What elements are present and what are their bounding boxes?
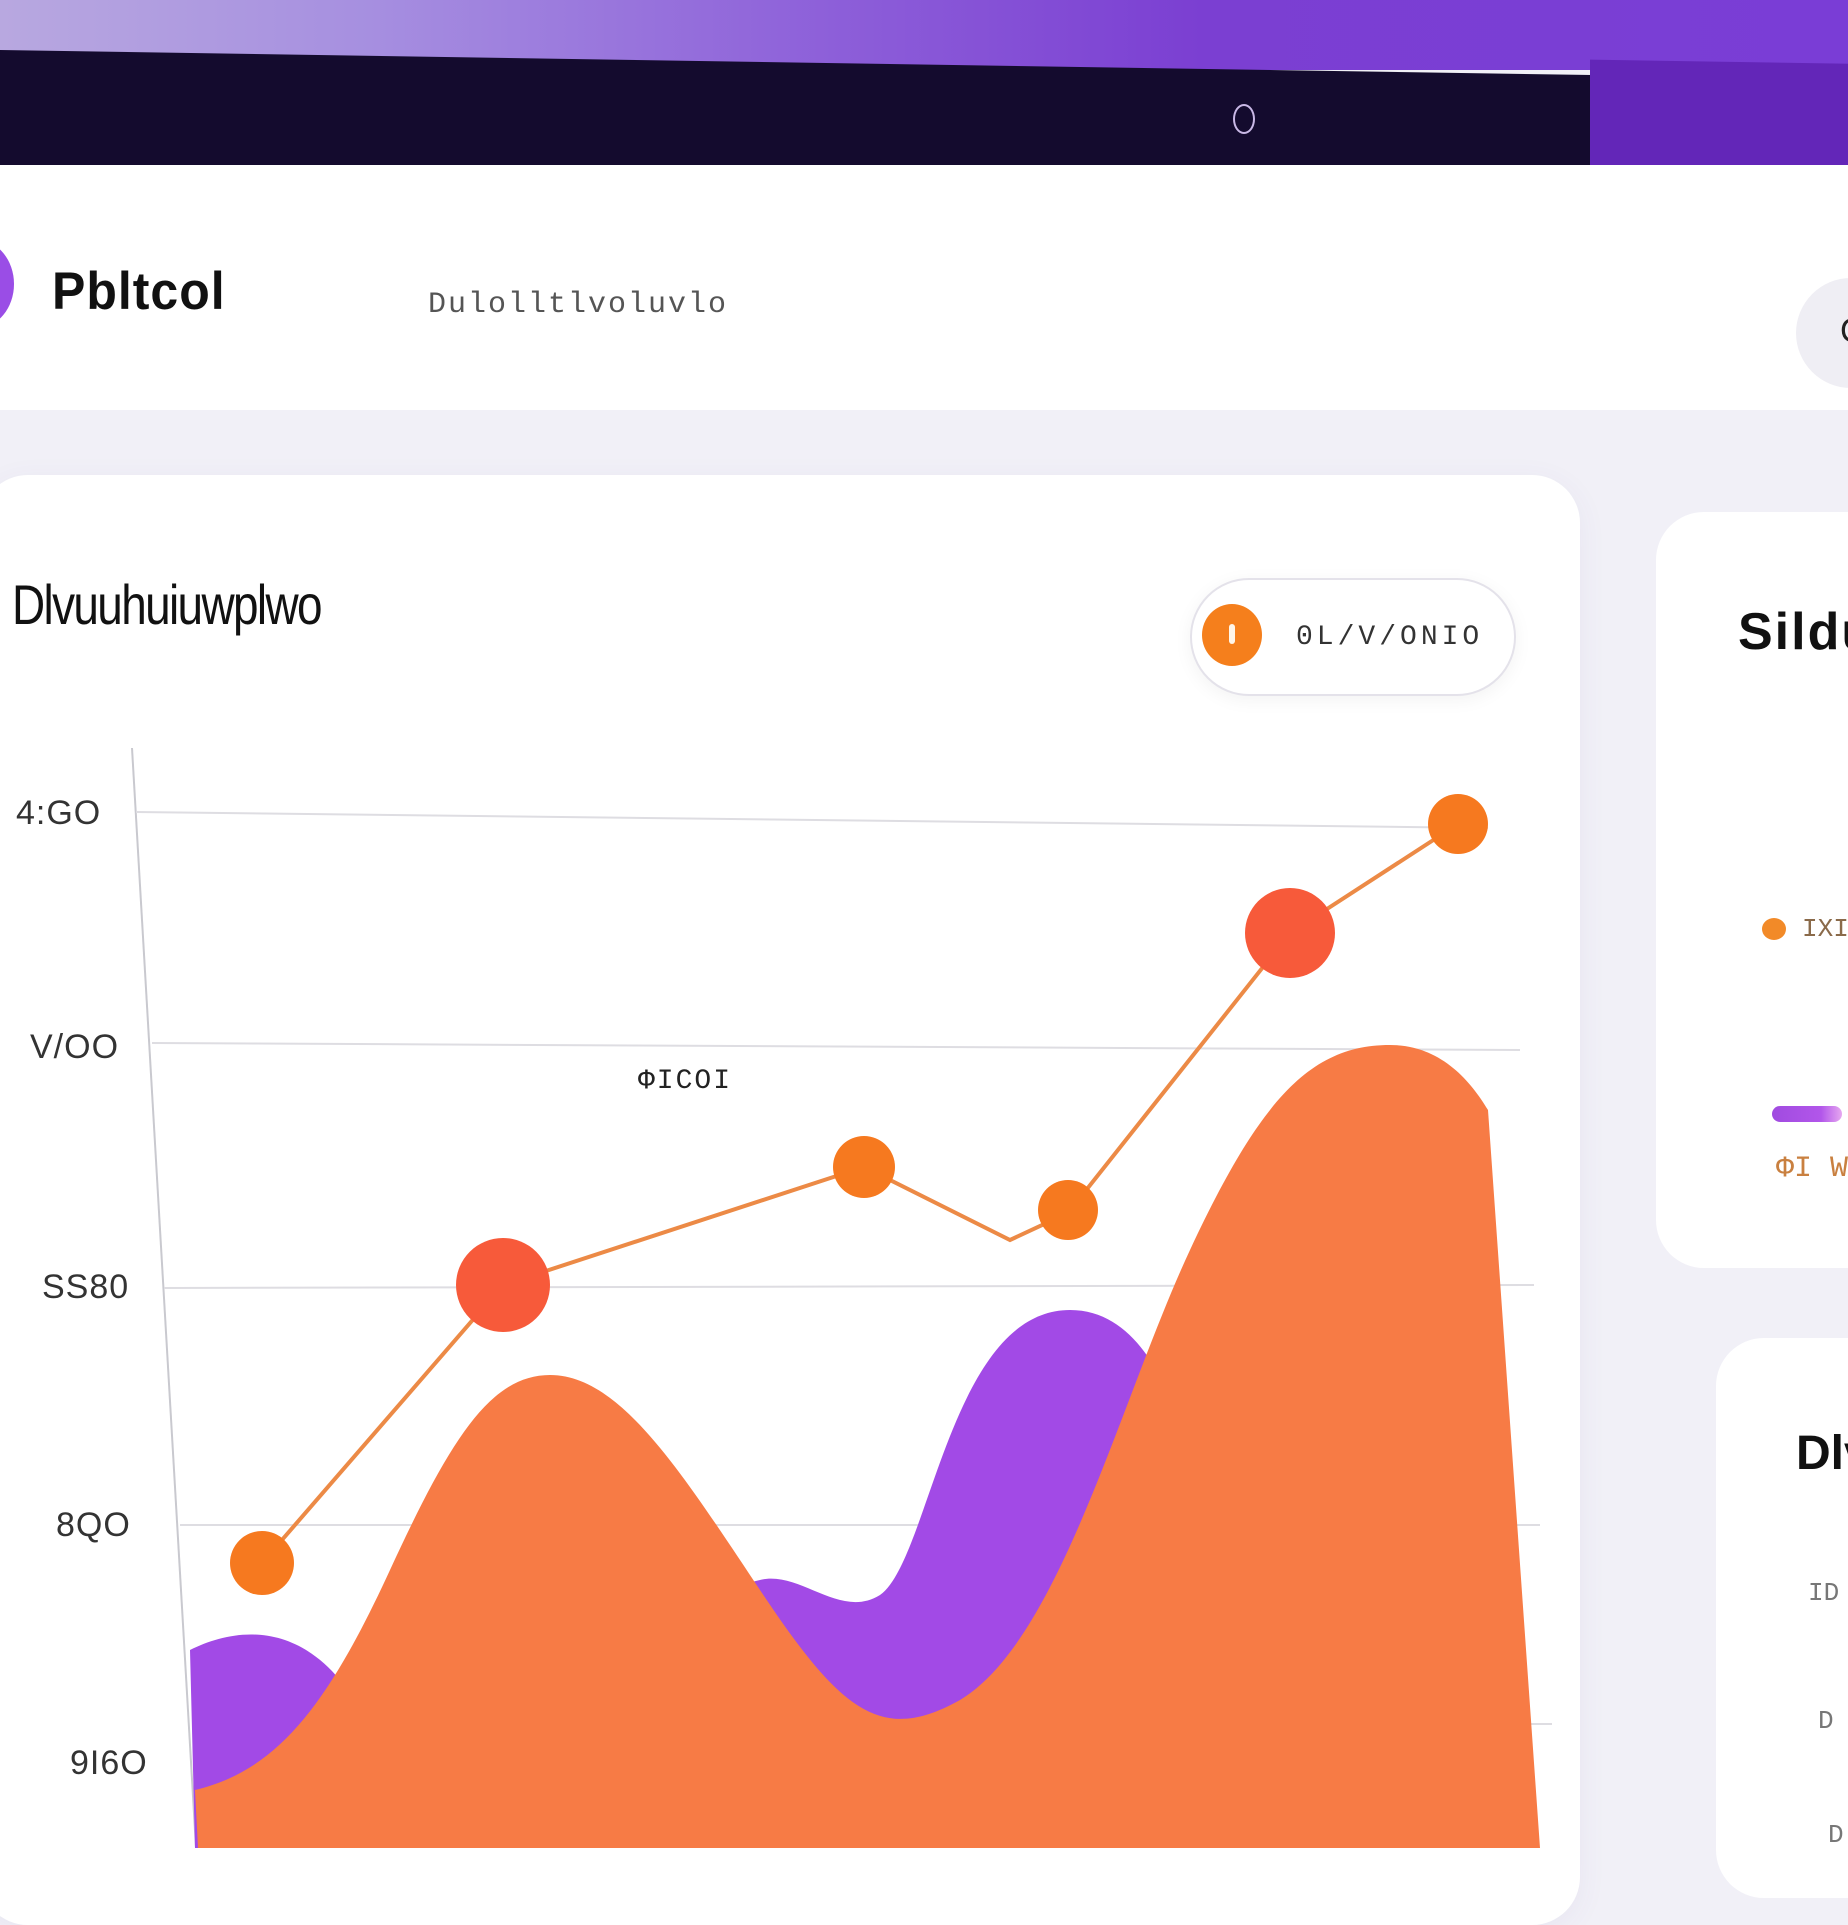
avatar-initial: C: [1840, 312, 1848, 351]
brand-name: Pbltcol: [52, 261, 226, 321]
details-value: D: [1818, 1706, 1834, 1736]
details-value: D: [1828, 1820, 1844, 1850]
summary-card: [1656, 512, 1848, 1268]
y-tick-label: 9I6O: [70, 1744, 148, 1782]
filter-label: 0L/V/ONIO: [1296, 622, 1484, 653]
legend-label: ΦI W: [1776, 1152, 1848, 1186]
data-markers: [230, 794, 1488, 1595]
details-card: [1716, 1338, 1848, 1898]
app-header: [0, 165, 1848, 410]
data-point: [833, 1136, 895, 1198]
data-point: [1428, 794, 1488, 854]
data-point: [456, 1238, 550, 1332]
chart-title: Dlvuuhuiuwplwo: [12, 573, 323, 636]
camera-dot-icon: [1233, 104, 1255, 134]
legend-purple-bar: [1772, 1106, 1842, 1122]
summary-card-title: Sildu: [1738, 603, 1848, 661]
orange-area-series: [195, 1045, 1540, 1848]
chart-annotation: ΦICOI: [638, 1066, 733, 1097]
y-axis: [131, 747, 197, 1848]
y-tick-label: 4:GO: [16, 794, 102, 832]
header-subtitle: Dulolltlvoluvlo: [428, 288, 729, 322]
legend-label: IXI: [1802, 914, 1848, 944]
y-tick-label: SS80: [42, 1268, 130, 1306]
legend-orange-dot-icon: [1762, 918, 1786, 940]
data-point: [230, 1531, 294, 1595]
data-point: [1038, 1180, 1098, 1240]
area-chart: [131, 747, 1552, 1848]
y-tick-label: V/OO: [30, 1028, 120, 1066]
details-card-title: Dlv: [1796, 1427, 1848, 1480]
orange-dot-icon: [1202, 604, 1262, 666]
data-point: [1245, 888, 1335, 978]
details-value: ID: [1808, 1578, 1840, 1608]
y-tick-label: 8QO: [56, 1506, 131, 1544]
